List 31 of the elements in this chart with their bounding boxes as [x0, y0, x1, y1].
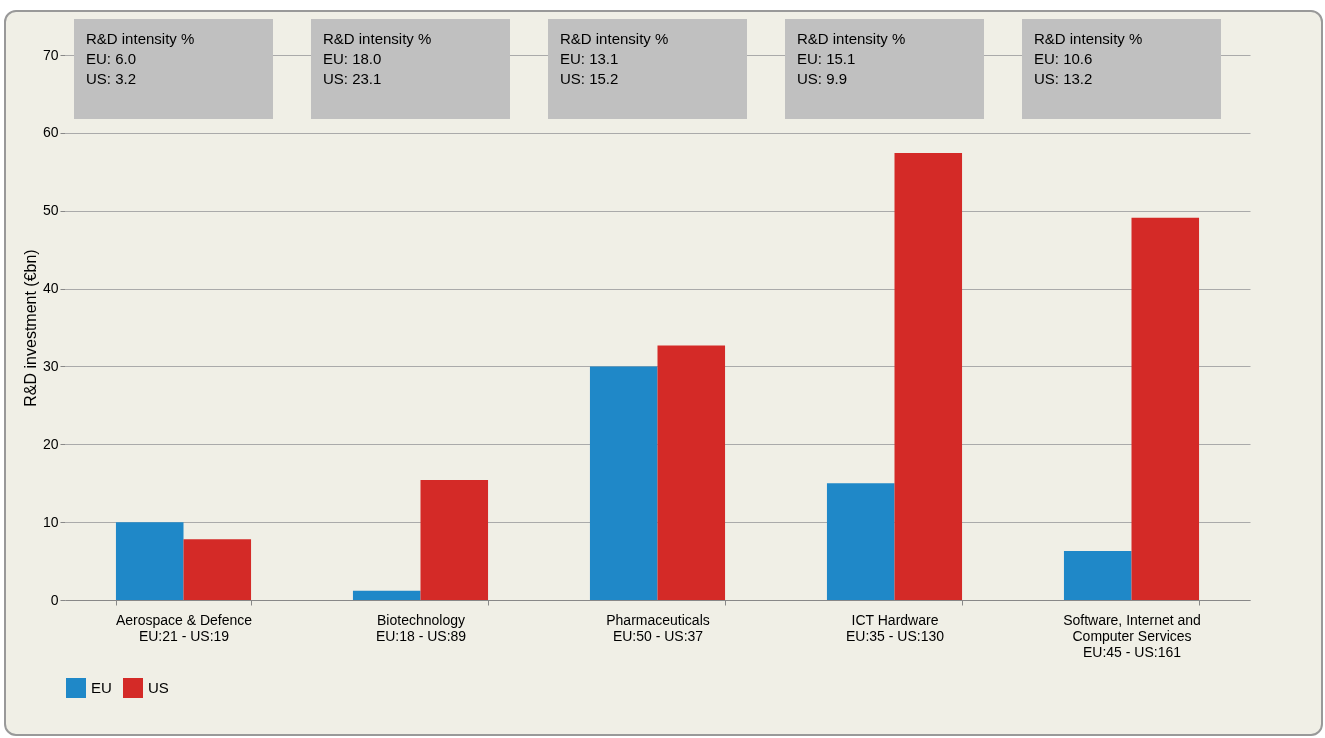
y-tick-label: 40	[42, 280, 59, 297]
x-tick-label: ICT Hardware EU:35 - US:130	[845, 611, 945, 644]
y-tick-label: 50	[42, 202, 59, 219]
bar	[1063, 550, 1132, 600]
y-tick-label: 0	[50, 591, 59, 608]
bar	[420, 480, 489, 600]
bar	[352, 590, 421, 600]
y-axis-title: R&D investment (€bn)	[21, 249, 39, 407]
x-tick-label: Pharmaceuticals EU:50 - US:37	[606, 611, 710, 644]
legend-label: US	[148, 679, 169, 696]
y-tick-label: 30	[42, 357, 59, 374]
note-box: R&D intensity % EU: 18.0 US: 23.1	[310, 19, 511, 119]
bar	[115, 522, 184, 600]
legend-label: EU	[91, 679, 112, 696]
x-tick-label: Aerospace & Defence EU:21 - US:19	[115, 611, 253, 644]
bar	[657, 345, 726, 600]
note-box: R&D intensity % EU: 13.1 US: 15.2	[547, 19, 748, 119]
note-box: R&D intensity % EU: 15.1 US: 9.9	[784, 19, 985, 119]
bar	[183, 539, 252, 600]
bar	[589, 366, 658, 600]
bar	[1131, 217, 1200, 600]
y-tick-label: 60	[42, 124, 59, 141]
bar	[894, 153, 963, 600]
bar	[826, 483, 895, 600]
note-box: R&D intensity % EU: 10.6 US: 13.2	[1021, 19, 1222, 119]
y-tick-label: 10	[42, 513, 59, 530]
x-tick-label: Software, Internet and Computer Services EU:45 - US:161	[1063, 611, 1201, 660]
y-tick-label: 20	[42, 435, 59, 452]
x-tick-label: Biotechnology EU:18 - US:89	[375, 611, 467, 644]
note-box: R&D intensity % EU: 6.0 US: 3.2	[73, 19, 274, 119]
y-tick-label: 70	[42, 46, 59, 63]
